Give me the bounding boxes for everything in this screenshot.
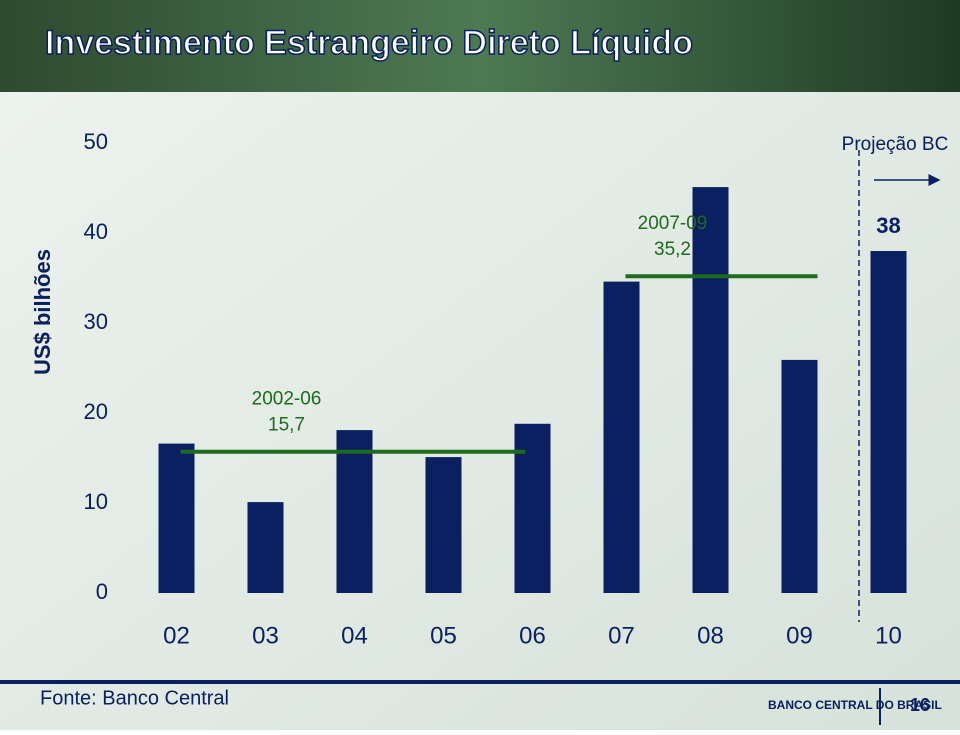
projection-label: Projeção BC (842, 134, 949, 155)
bar (603, 281, 640, 593)
y-tick-label: 10 (84, 489, 108, 514)
average-label: 15,7 (268, 415, 305, 436)
x-tick-label: 04 (341, 622, 368, 649)
bar (425, 457, 462, 593)
x-tick-label: 03 (252, 622, 279, 649)
average-period: 2007-09 (638, 213, 708, 234)
x-tick-label: 10 (875, 622, 902, 649)
bar (158, 443, 195, 593)
bar (336, 430, 373, 593)
x-tick-label: 07 (608, 622, 635, 649)
x-tick-label: 09 (786, 622, 813, 649)
y-tick-label: 20 (84, 399, 108, 424)
y-tick-label: 40 (84, 219, 108, 244)
y-tick-label: 50 (84, 129, 108, 154)
page-number: 16 (910, 695, 930, 715)
bar (247, 502, 284, 593)
y-tick-label: 0 (96, 579, 108, 604)
y-axis-title: US$ bilhões (30, 249, 55, 375)
x-tick-label: 05 (430, 622, 457, 649)
value-label: 38 (876, 213, 900, 238)
bar (870, 251, 907, 593)
average-period: 2002-06 (252, 389, 322, 410)
average-label: 35,2 (654, 239, 691, 260)
footer-rule (0, 680, 960, 684)
x-tick-label: 06 (519, 622, 546, 649)
y-tick-label: 30 (84, 309, 108, 334)
x-tick-label: 02 (163, 622, 190, 649)
bar (514, 423, 551, 593)
header (0, 0, 960, 92)
bar (781, 359, 818, 593)
x-tick-label: 08 (697, 622, 724, 649)
source: Fonte: Banco Central (40, 687, 229, 709)
bar (692, 187, 729, 593)
chart-title: Investimento Estrangeiro Direto Líquido (45, 24, 693, 62)
logo: BANCO CENTRAL DO BRASIL (768, 698, 942, 712)
